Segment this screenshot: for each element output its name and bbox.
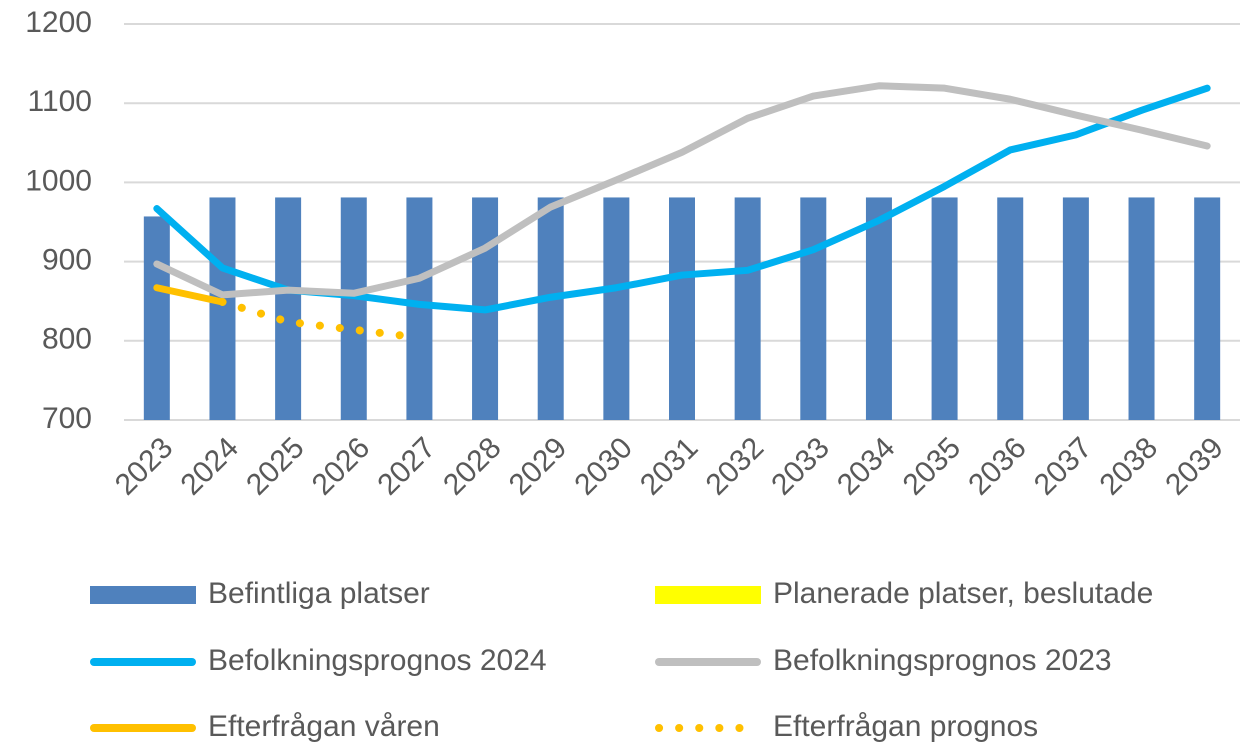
x-tick-label: 2037 — [1028, 431, 1099, 502]
line — [218, 297, 424, 342]
bar — [209, 197, 236, 420]
x-tick-label: 2032 — [700, 431, 771, 502]
line — [153, 284, 226, 306]
x-tick-label: 2024 — [174, 431, 245, 502]
bar — [340, 197, 367, 420]
bar — [931, 197, 958, 420]
x-tick-label: 2039 — [1159, 431, 1230, 502]
legend-swatch — [655, 586, 761, 604]
bar — [734, 197, 761, 420]
y-tick-label: 900 — [42, 244, 92, 277]
x-tick-label: 2034 — [831, 431, 902, 502]
x-tick-label: 2029 — [503, 431, 574, 502]
legend-label: Planerade platser, beslutade — [773, 577, 1153, 610]
x-tick-label: 2028 — [437, 431, 508, 502]
legend-swatch — [90, 586, 196, 604]
bar — [800, 197, 827, 420]
x-tick-label: 2023 — [109, 431, 180, 502]
bar — [669, 197, 695, 420]
bar — [1194, 197, 1221, 420]
x-tick-label: 2035 — [897, 431, 968, 502]
legend-label: Befintliga platser — [208, 577, 430, 610]
x-tick-label: 2026 — [306, 431, 377, 502]
bar — [997, 197, 1024, 420]
x-tick-label: 2033 — [765, 431, 836, 502]
line — [153, 82, 1211, 299]
y-tick-label: 700 — [42, 402, 92, 435]
y-tick-label: 800 — [42, 323, 92, 356]
x-tick-label: 2027 — [371, 431, 442, 502]
bar — [537, 197, 564, 420]
x-tick-label: 2038 — [1094, 431, 1165, 502]
x-tick-label: 2030 — [568, 431, 639, 502]
bar — [1062, 197, 1089, 420]
bar — [865, 197, 892, 420]
legend-label: Befolkningsprognos 2024 — [208, 644, 547, 677]
legend-label: Efterfrågan våren — [208, 710, 440, 743]
bar — [406, 197, 433, 420]
bar — [275, 197, 302, 420]
y-tick-label: 1200 — [25, 6, 92, 39]
x-tick-label: 2031 — [634, 431, 705, 502]
legend-label: Efterfrågan prognos — [773, 710, 1038, 743]
x-tick-label: 2036 — [962, 431, 1033, 502]
x-tick-label: 2025 — [240, 431, 311, 502]
bar — [603, 197, 630, 420]
bar — [1128, 197, 1155, 420]
bar — [143, 216, 170, 420]
y-tick-label: 1000 — [25, 164, 92, 197]
y-tick-label: 1100 — [27, 85, 92, 118]
legend-label: Befolkningsprognos 2023 — [773, 644, 1112, 677]
